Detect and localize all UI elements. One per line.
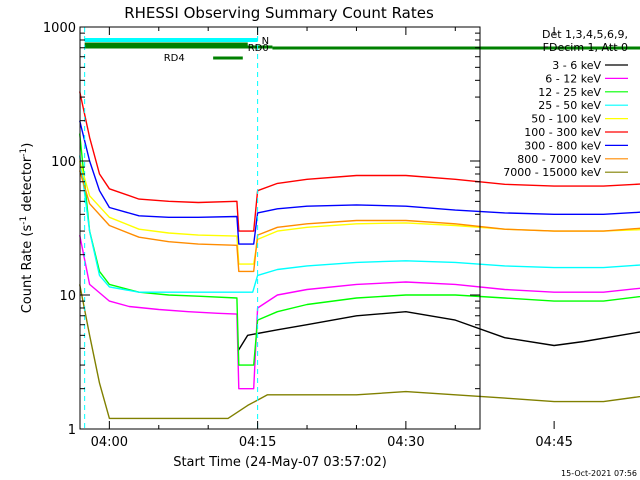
- flag-label-n: N: [262, 36, 269, 47]
- x-tick-label-2: 04:30: [387, 435, 424, 450]
- y-axis-label: Count Rate (s-1 detector-1): [19, 143, 35, 314]
- x-tick-label-0: 04:00: [91, 435, 128, 450]
- y-label-sup-2: -1: [19, 148, 29, 157]
- axis-layer: 04:0004:1504:3004:4505:0005:1505:3011010…: [43, 21, 573, 450]
- series-line-1: [79, 234, 640, 390]
- y-tick-label-0: 1: [68, 423, 76, 438]
- series-line-8: [79, 284, 640, 420]
- legend-header-2: FDecim 1, Att 0: [543, 41, 628, 54]
- legend-label-5: 100 - 300 keV: [524, 126, 601, 139]
- footer-date: 15-Oct-2021 07:56: [561, 469, 637, 478]
- legend-label-2: 12 - 25 keV: [538, 86, 601, 99]
- x-tick-label-1: 04:15: [239, 435, 276, 450]
- legend-label-6: 300 - 800 keV: [524, 139, 601, 152]
- legend-label-4: 50 - 100 keV: [531, 113, 601, 126]
- flag-label-rd0: RD0: [248, 43, 269, 54]
- y-label-part-1: Count Rate (s: [20, 225, 35, 314]
- series-line-0: [237, 311, 640, 352]
- legend-label-8: 7000 - 15000 keV: [503, 166, 601, 179]
- plot-frame: [79, 26, 481, 430]
- y-label-part-3: ): [20, 143, 35, 148]
- series-line-5: [79, 91, 640, 232]
- legend-label-7: 800 - 7000 keV: [517, 153, 601, 166]
- y-tick-label-3: 1000: [43, 21, 76, 36]
- y-label-sup-1: -1: [19, 216, 29, 225]
- series-line-2: [79, 133, 640, 366]
- legend-label-1: 6 - 12 keV: [545, 72, 601, 85]
- legend-label-3: 25 - 50 keV: [538, 99, 601, 112]
- series-line-6: [79, 120, 640, 245]
- legend-header-1: Det 1,3,4,5,6,9,: [542, 28, 628, 41]
- y-tick-label-2: 100: [51, 155, 76, 170]
- y-label-part-2: detector: [20, 156, 35, 216]
- x-tick-label-3: 04:45: [535, 435, 572, 450]
- x-axis-label: Start Time (24-May-07 03:57:02): [173, 455, 387, 470]
- flag-label-rd4: RD4: [164, 53, 185, 64]
- chart-title: RHESSI Observing Summary Count Rates: [124, 4, 434, 22]
- y-tick-label-1: 10: [59, 289, 76, 304]
- legend-label-0: 3 - 6 keV: [552, 59, 601, 72]
